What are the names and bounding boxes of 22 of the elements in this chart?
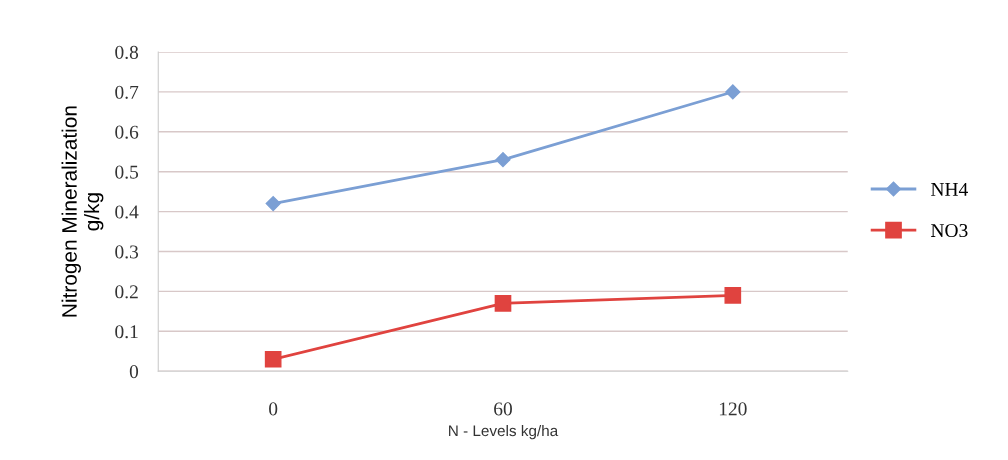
point bbox=[264, 350, 282, 368]
y-tick-label: 0.1 bbox=[115, 325, 138, 339]
legend-label: NO3 bbox=[931, 224, 968, 238]
y-tick-label: 0.6 bbox=[115, 125, 139, 139]
legend-label: NH4 bbox=[931, 182, 968, 196]
x-tick-label: 0 bbox=[269, 402, 278, 416]
x-axis-title: N - Levels kg/ha bbox=[449, 424, 559, 440]
y-tick-label: 0.7 bbox=[115, 85, 139, 99]
y-tick-label: 0.2 bbox=[115, 285, 138, 299]
y-tick-label: 0.8 bbox=[115, 45, 139, 59]
y-tick-label: 0 bbox=[129, 365, 139, 379]
x-tick-label: 120 bbox=[719, 402, 747, 416]
y-tick-label: 0.4 bbox=[115, 205, 139, 219]
x-tick-label: 60 bbox=[494, 402, 512, 416]
point bbox=[725, 84, 741, 100]
point bbox=[495, 152, 511, 168]
y-tick-label: 0.5 bbox=[115, 165, 139, 179]
point bbox=[265, 196, 281, 212]
y-axis-title: Nitrogen Mineralization g/kg bbox=[61, 106, 104, 317]
y-tick-label: 0.3 bbox=[115, 245, 139, 259]
point bbox=[724, 287, 742, 304]
point bbox=[494, 295, 512, 312]
